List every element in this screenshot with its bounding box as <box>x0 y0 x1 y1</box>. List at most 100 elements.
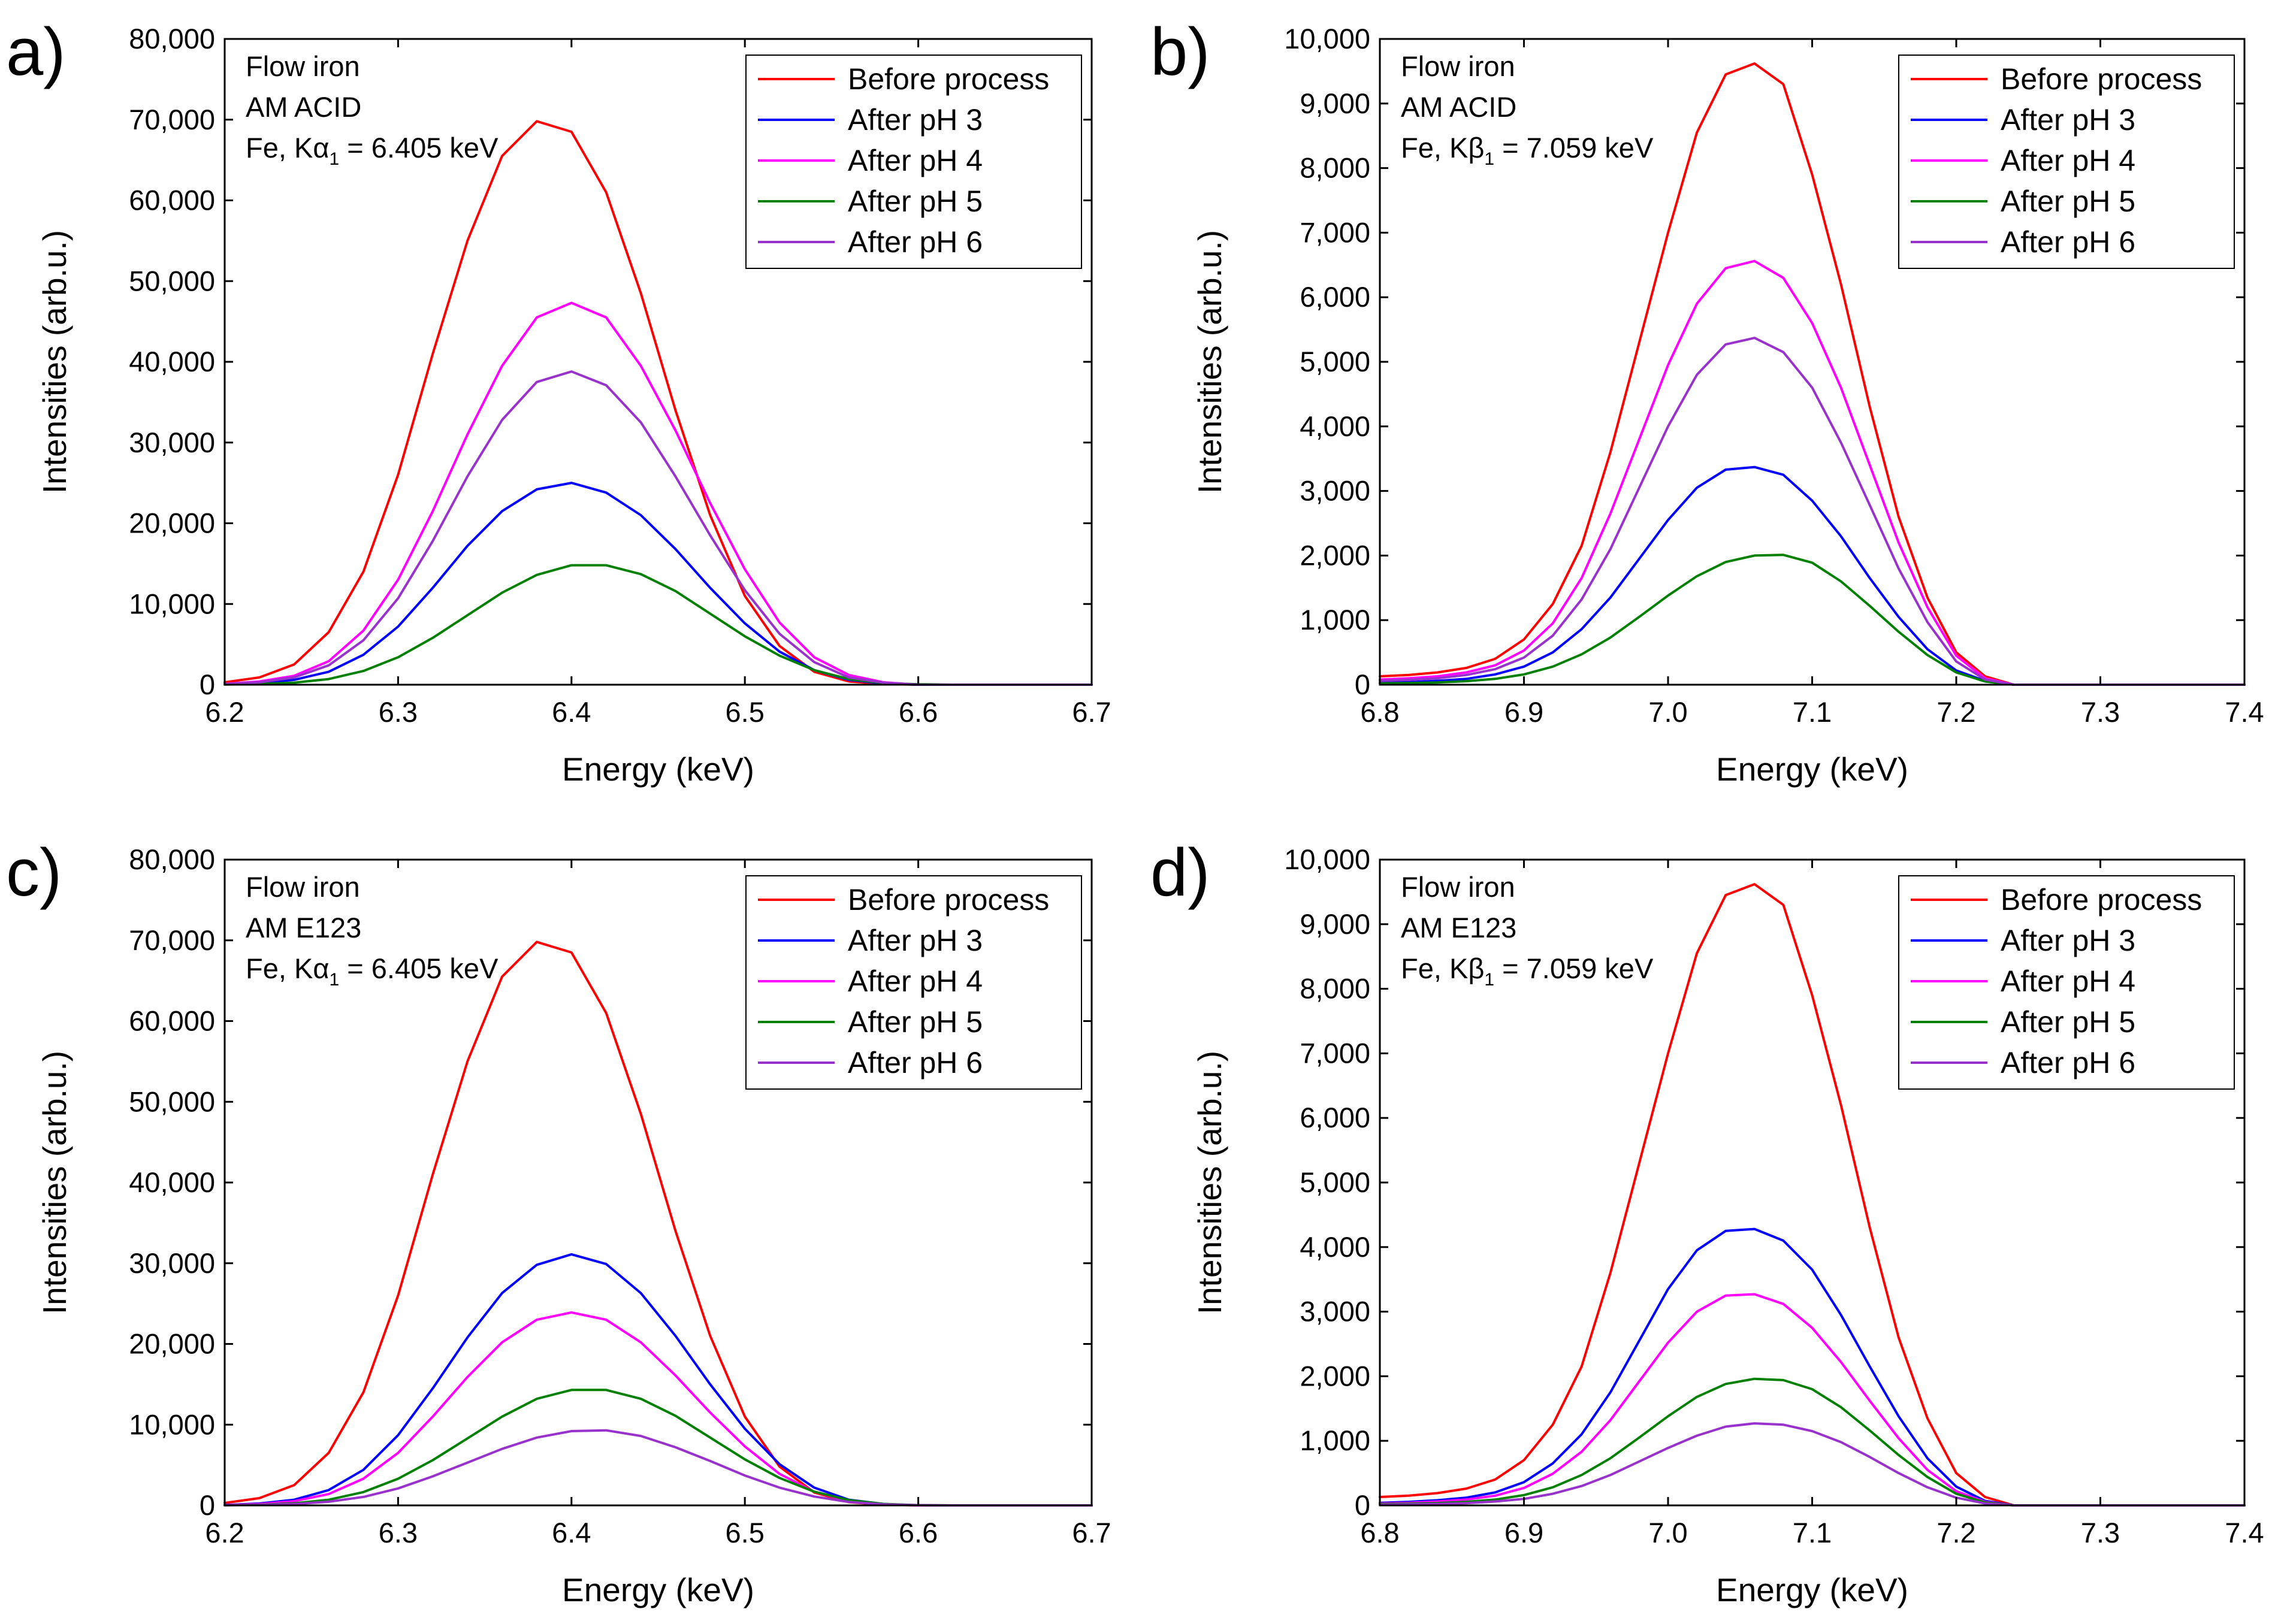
x-tick-label: 6.5 <box>726 696 765 728</box>
panel-letter: b) <box>1150 14 1210 89</box>
annotation-line-2: AM E123 <box>1401 912 1516 943</box>
annotation-prefix: Fe, K <box>1401 952 1468 984</box>
chart-panel-c: c) 6.2 6.3 6.4 6.5 6.6 6.7 0 10,000 20,000 30,000 4… <box>6 835 1111 1608</box>
x-axis-title: Energy (keV) <box>562 1571 754 1608</box>
x-tick-label: 6.2 <box>205 1517 244 1549</box>
series-line-after-ph-4 <box>223 301 1093 686</box>
y-tick-label: 80,000 <box>129 23 215 55</box>
y-axis-title: Intensities (arb.u.) <box>36 230 73 494</box>
y-tick-label: 0 <box>1355 1489 1370 1521</box>
y-tick-label: 50,000 <box>129 265 215 297</box>
y-tick-label: 2,000 <box>1300 539 1370 571</box>
x-tick-label: 7.1 <box>1793 1517 1832 1549</box>
x-tick-label: 7.2 <box>1936 1517 1975 1549</box>
annotation-line-1: Flow iron <box>1401 871 1515 903</box>
annotation-suffix: = 6.405 keV <box>339 132 498 164</box>
y-tick-label: 4,000 <box>1300 1231 1370 1263</box>
legend-label: Before process <box>848 883 1049 917</box>
series-line-after-ph-5 <box>223 564 1093 686</box>
y-tick-label: 9,000 <box>1300 87 1370 119</box>
annotation-line-1: Flow iron <box>1401 50 1515 82</box>
x-tick-label: 7.0 <box>1648 1517 1687 1549</box>
legend-label: After pH 5 <box>2001 1005 2135 1039</box>
legend-label: After pH 6 <box>2001 1046 2135 1079</box>
legend-label: After pH 4 <box>848 144 983 177</box>
y-tick-label: 60,000 <box>129 1005 215 1037</box>
series-line-after-ph-3 <box>223 1253 1093 1507</box>
legend-label: Before process <box>848 62 1049 96</box>
legend-label: Before process <box>2001 883 2202 917</box>
annotation-symbol: α <box>313 132 329 164</box>
y-tick-label: 10,000 <box>129 588 215 619</box>
x-axis-title: Energy (keV) <box>1716 1571 1908 1608</box>
x-axis-title: Energy (keV) <box>1716 751 1908 788</box>
y-tick-label: 1,000 <box>1300 604 1370 636</box>
annotation-line-3: Fe, Kα1 = 6.405 keV <box>246 132 498 169</box>
chart-panel-a: a) 6.2 6.3 6.4 6.5 6.6 6.7 0 10,000 20,000 30,000 4… <box>6 14 1111 788</box>
y-tick-label: 8,000 <box>1300 152 1370 184</box>
annotation-line-2: AM E123 <box>246 912 361 943</box>
annotation-suffix: = 6.405 keV <box>339 952 498 984</box>
legend-label: After pH 5 <box>848 1005 983 1039</box>
y-tick-label: 20,000 <box>129 507 215 539</box>
series-line-after-ph-3 <box>1379 465 2246 686</box>
y-tick-label: 6,000 <box>1300 1102 1370 1133</box>
annotation-line-2: AM ACID <box>1401 91 1516 123</box>
annotation-suffix: = 7.059 keV <box>1494 952 1654 984</box>
panel-letter: a) <box>6 14 66 89</box>
y-tick-label: 0 <box>200 1489 215 1521</box>
chart-panel-d: d) 6.8 6.9 7.0 7.1 7.2 7.3 7.4 0 1,000 2,000 3,000 4… <box>1150 835 2264 1608</box>
legend-label: After pH 5 <box>2001 185 2135 218</box>
x-tick-label: 6.2 <box>205 696 244 728</box>
legend-label: After pH 6 <box>848 1046 983 1079</box>
annotation-subscript: 1 <box>330 149 340 169</box>
y-tick-label: 9,000 <box>1300 908 1370 940</box>
y-tick-label: 0 <box>1355 669 1370 700</box>
y-tick-label: 70,000 <box>129 924 215 956</box>
chart-panel-b: b) 6.8 6.9 7.0 7.1 7.2 7.3 7.4 0 1,000 2,000 3,000 4… <box>1150 14 2264 788</box>
y-axis-title: Intensities (arb.u.) <box>1191 230 1228 494</box>
x-tick-label: 7.4 <box>2225 1517 2264 1549</box>
legend-label: After pH 6 <box>848 225 983 259</box>
series-line-after-ph-5 <box>1379 554 2246 686</box>
y-tick-label: 20,000 <box>129 1328 215 1360</box>
annotation-line-3: Fe, Kβ1 = 7.059 keV <box>1401 952 1654 990</box>
x-tick-label: 7.3 <box>2081 696 2120 728</box>
series-line-after-ph-3 <box>1379 1227 2246 1507</box>
x-tick-label: 6.3 <box>379 1517 418 1549</box>
legend: Before process After pH 3 After pH 4 After … <box>1898 875 2235 1090</box>
y-tick-label: 8,000 <box>1300 973 1370 1005</box>
panel-letter: d) <box>1150 835 1210 910</box>
legend-label: After pH 6 <box>2001 225 2135 259</box>
annotation-symbol: β <box>1468 952 1484 984</box>
annotation-prefix: Fe, K <box>246 952 313 984</box>
annotation-symbol: β <box>1468 132 1484 164</box>
legend: Before process After pH 3 After pH 4 After … <box>745 875 1082 1090</box>
x-tick-label: 6.7 <box>1072 696 1111 728</box>
annotation-prefix: Fe, K <box>246 132 313 164</box>
y-tick-label: 3,000 <box>1300 1296 1370 1327</box>
x-tick-label: 7.4 <box>2225 696 2264 728</box>
x-tick-label: 6.4 <box>552 1517 591 1549</box>
y-tick-label: 3,000 <box>1300 475 1370 507</box>
legend: Before process After pH 3 After pH 4 After … <box>745 55 1082 269</box>
annotation-suffix: = 7.059 keV <box>1494 132 1654 164</box>
x-tick-label: 7.3 <box>2081 1517 2120 1549</box>
y-tick-label: 70,000 <box>129 104 215 135</box>
series-line-after-ph-6 <box>1379 337 2246 686</box>
series-line-before-process <box>1379 883 2246 1507</box>
series-line-after-ph-4 <box>1379 1293 2246 1507</box>
legend-label: Before process <box>2001 62 2202 96</box>
annotation-line-1: Flow iron <box>246 871 360 903</box>
y-tick-label: 7,000 <box>1300 1037 1370 1069</box>
legend-label: After pH 3 <box>2001 103 2135 137</box>
x-tick-label: 6.4 <box>552 696 591 728</box>
y-axis-title: Intensities (arb.u.) <box>36 1051 73 1314</box>
x-tick-label: 7.0 <box>1648 696 1687 728</box>
annotation-subscript: 1 <box>1484 149 1494 169</box>
y-tick-label: 10,000 <box>1284 23 1370 55</box>
legend-label: After pH 4 <box>848 964 983 998</box>
x-tick-label: 7.1 <box>1793 696 1832 728</box>
x-tick-label: 6.9 <box>1504 1517 1543 1549</box>
